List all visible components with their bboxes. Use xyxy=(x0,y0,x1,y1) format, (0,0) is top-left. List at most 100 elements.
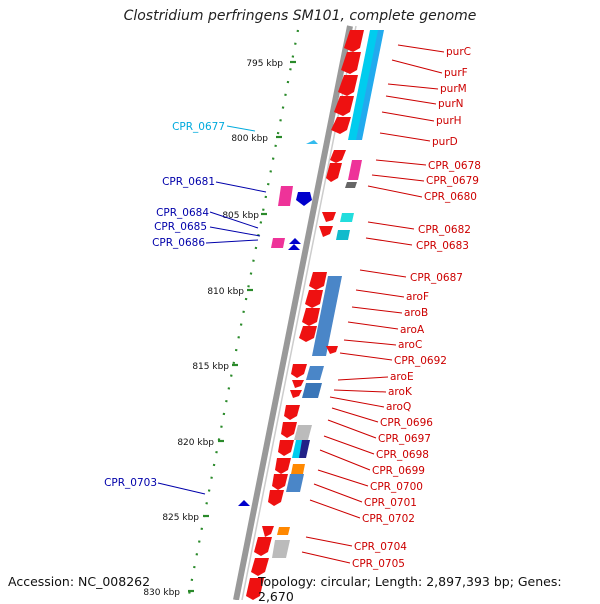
gene-label-cpr_0702: CPR_0702 xyxy=(362,513,415,525)
gene-label-cpr_0704: CPR_0704 xyxy=(354,541,407,553)
gene-label-cpr_0687: CPR_0687 xyxy=(410,272,463,284)
cds-arrow xyxy=(272,474,288,490)
cds-arrow xyxy=(281,422,297,438)
cog-block xyxy=(345,182,357,188)
gene-label-purd: purD xyxy=(432,136,458,148)
gene-label-cpr_0700: CPR_0700 xyxy=(370,481,423,493)
gene-label-aroa: aroA xyxy=(400,324,425,336)
gene-label-cpr_0692: CPR_0692 xyxy=(394,355,447,367)
cds-arrow-reverse xyxy=(238,500,250,506)
ruler-dotted-line xyxy=(186,29,300,600)
cog-block xyxy=(286,474,304,492)
left-leader-lines xyxy=(157,125,267,495)
gene-label-arok: aroK xyxy=(388,386,413,398)
cds-arrow-reverse xyxy=(306,140,318,144)
gene-label-aroc: aroC xyxy=(398,339,422,351)
map-title: Clostridium perfringens SM101, complete … xyxy=(123,8,477,24)
cog-block xyxy=(294,425,312,440)
gene-label-purf: purF xyxy=(444,67,468,79)
gene-label-cpr_0698: CPR_0698 xyxy=(376,449,429,461)
scale-label: 830 kbp xyxy=(143,588,180,598)
cog-block xyxy=(291,464,305,474)
cog-block xyxy=(306,366,324,380)
cog-block xyxy=(272,540,290,558)
gene-label-cpr_0678: CPR_0678 xyxy=(428,160,481,172)
gene-label-cpr_0705: CPR_0705 xyxy=(352,558,405,570)
cds-arrow-reverse xyxy=(296,192,312,206)
gene-label-cpr_0683: CPR_0683 xyxy=(416,240,469,252)
genome-backbone xyxy=(233,25,353,600)
cog-block xyxy=(302,383,322,398)
right-labels: purC purF purM purN purH purD CPR_0678 CPR_0679… xyxy=(352,46,481,570)
gene-label-cpr_0697: CPR_0697 xyxy=(378,433,431,445)
scale-label: 805 kbp xyxy=(222,211,259,221)
cds-arrow xyxy=(319,226,333,237)
gene-label-cpr_0679: CPR_0679 xyxy=(426,175,479,187)
scale-labels: 795 kbp 800 kbp 805 kbp 810 kbp 815 kbp 820 k… xyxy=(143,59,283,598)
gene-label-cpr_0680: CPR_0680 xyxy=(424,191,477,203)
scale-label: 800 kbp xyxy=(231,134,268,144)
scale-label: 815 kbp xyxy=(192,362,229,372)
scale-label: 810 kbp xyxy=(207,287,244,297)
gene-label-arof: aroF xyxy=(406,291,429,303)
cds-arrow xyxy=(254,537,272,556)
cds-arrow xyxy=(334,96,354,116)
reverse-track xyxy=(238,140,318,506)
cog-block xyxy=(312,276,342,356)
accession-text: Accession: NC_008262 xyxy=(8,574,151,589)
cds-arrow xyxy=(309,272,327,290)
cog-block xyxy=(336,230,350,240)
gene-label-cpr_0686: CPR_0686 xyxy=(152,237,205,249)
left-labels: CPR_0677 CPR_0681 CPR_0684 CPR_0685 CPR_0686… xyxy=(104,121,225,489)
gene-label-cpr_0677: CPR_0677 xyxy=(172,121,225,133)
cds-arrow xyxy=(326,163,342,182)
gene-label-purn: purN xyxy=(438,98,464,110)
cds-arrow xyxy=(299,326,317,342)
gene-label-aroe: aroE xyxy=(390,371,414,383)
gene-label-cpr_0701: CPR_0701 xyxy=(364,497,417,509)
gene-label-cpr_0703: CPR_0703 xyxy=(104,477,157,489)
cds-arrow xyxy=(322,212,336,222)
cds-track xyxy=(246,30,364,600)
cds-arrow xyxy=(331,117,351,134)
cds-arrow xyxy=(326,346,338,354)
gene-label-aroq: aroQ xyxy=(386,401,411,413)
cds-arrow xyxy=(251,558,269,576)
cds-arrow xyxy=(275,458,291,474)
scale-label: 825 kbp xyxy=(162,513,199,523)
gene-label-cpr_0699: CPR_0699 xyxy=(372,465,425,477)
cds-arrow-reverse xyxy=(288,244,300,250)
gene-label-purm: purM xyxy=(440,83,467,95)
cds-arrow xyxy=(268,490,284,506)
cds-arrow xyxy=(338,75,358,96)
scale-label: 795 kbp xyxy=(246,59,283,69)
scale-label: 820 kbp xyxy=(177,438,214,448)
gene-label-cpr_0696: CPR_0696 xyxy=(380,417,433,429)
gene-label-purh: purH xyxy=(436,115,462,127)
cog-block-reverse xyxy=(271,238,285,248)
gene-label-cpr_0681: CPR_0681 xyxy=(162,176,215,188)
cds-arrow xyxy=(291,364,307,378)
cds-arrow xyxy=(278,440,294,456)
cog-block xyxy=(299,440,310,458)
cog-block xyxy=(277,527,290,535)
cds-arrow xyxy=(292,380,304,388)
cog-block xyxy=(356,30,384,140)
cds-arrow xyxy=(302,308,320,326)
cog-track xyxy=(272,30,384,558)
cds-arrow xyxy=(262,526,274,537)
cds-arrow xyxy=(246,578,264,600)
cds-arrow-reverse xyxy=(289,238,301,244)
cds-arrow xyxy=(341,52,361,74)
cds-arrow xyxy=(284,405,300,420)
cds-arrow xyxy=(330,150,346,163)
gene-label-cpr_0685: CPR_0685 xyxy=(154,221,207,233)
cog-block-reverse xyxy=(278,186,293,206)
cds-arrow xyxy=(290,390,302,398)
cds-arrow xyxy=(344,30,364,52)
gene-label-cpr_0682: CPR_0682 xyxy=(418,224,471,236)
cog-block xyxy=(348,160,362,180)
gene-label-purc: purC xyxy=(446,46,471,58)
gene-label-arob: aroB xyxy=(404,307,428,319)
